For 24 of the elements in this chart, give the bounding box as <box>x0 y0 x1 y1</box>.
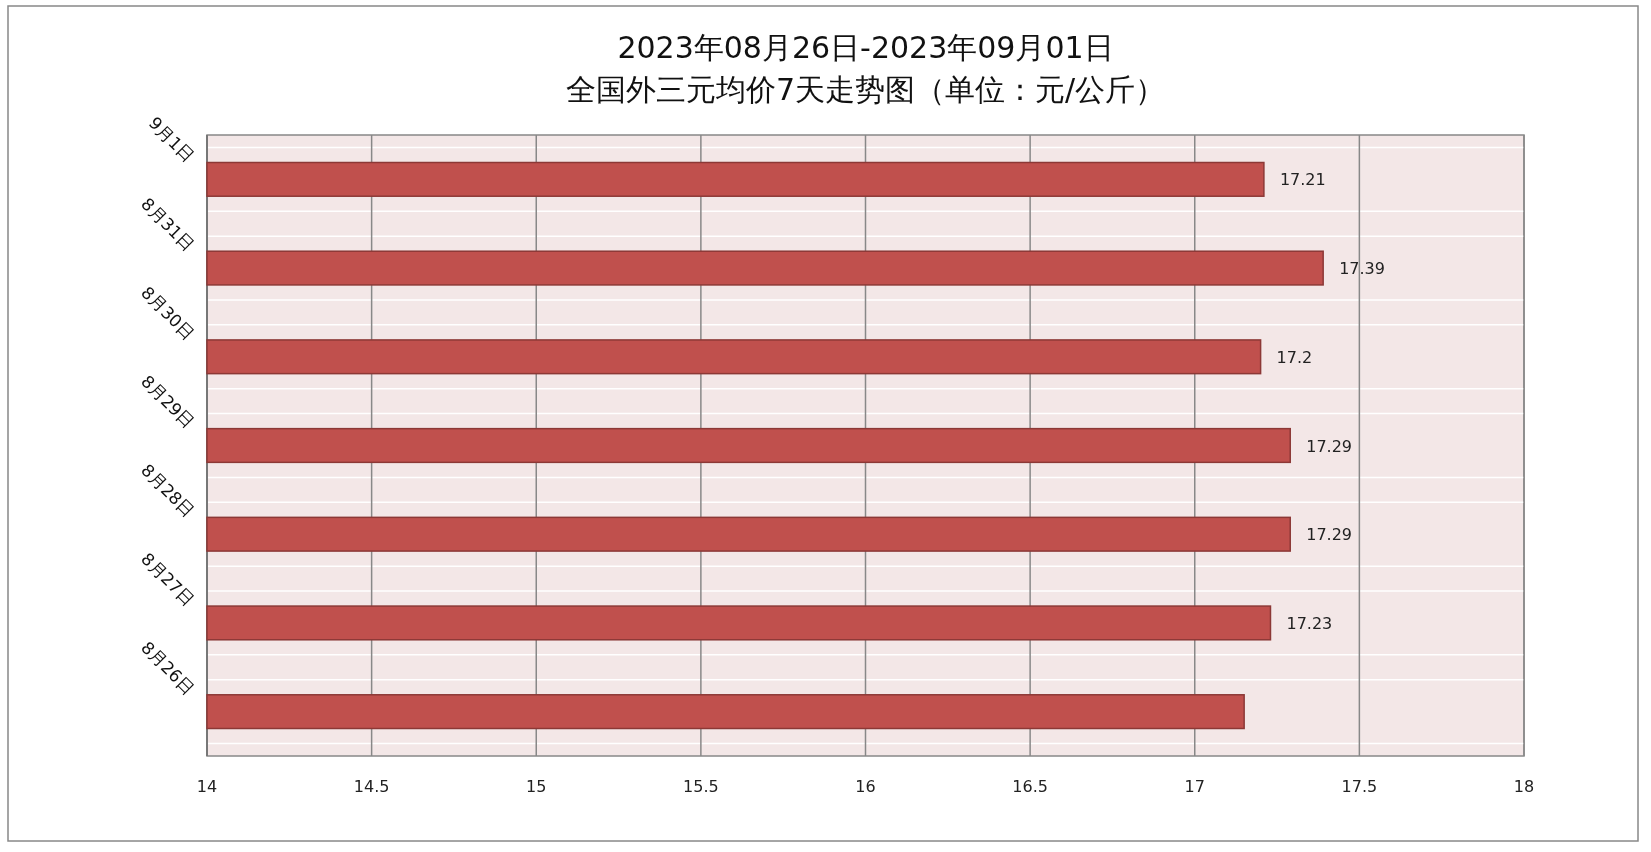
data-label: 17.2 <box>1276 347 1313 367</box>
y-tick-label: 8月26日 <box>137 637 199 699</box>
data-label: 17.29 <box>1306 525 1353 545</box>
x-tick-label: 16.5 <box>1012 777 1048 796</box>
y-tick-label: 9月1日 <box>144 112 199 167</box>
chart-subtitle: 全国外三元均价7天走势图（单位：元/公斤） <box>565 72 1166 107</box>
data-label: 17.23 <box>1286 613 1333 633</box>
x-tick-label: 15 <box>526 777 547 796</box>
y-tick-label: 8月28日 <box>137 459 199 522</box>
y-tick-label: 8月27日 <box>137 548 199 610</box>
x-tick-label: 18 <box>1513 777 1535 796</box>
y-tick-label: 8月29日 <box>137 371 199 433</box>
x-tick-label: 14 <box>196 777 218 796</box>
x-tick-label: 17 <box>1184 777 1205 796</box>
y-tick-label: 8月30日 <box>137 282 199 344</box>
x-tick-label: 17.5 <box>1341 777 1378 796</box>
chart-title: 2023年08月26日-2023年09月01日 <box>617 30 1114 65</box>
x-tick-label: 15.5 <box>683 777 719 796</box>
data-label: 17.39 <box>1339 259 1385 279</box>
data-label: 17.29 <box>1306 436 1353 456</box>
y-tick-label: 8月31日 <box>137 193 199 255</box>
x-tick-label: 16 <box>855 777 876 796</box>
data-label: 17.21 <box>1279 170 1326 190</box>
x-tick-label: 14.5 <box>353 777 390 796</box>
